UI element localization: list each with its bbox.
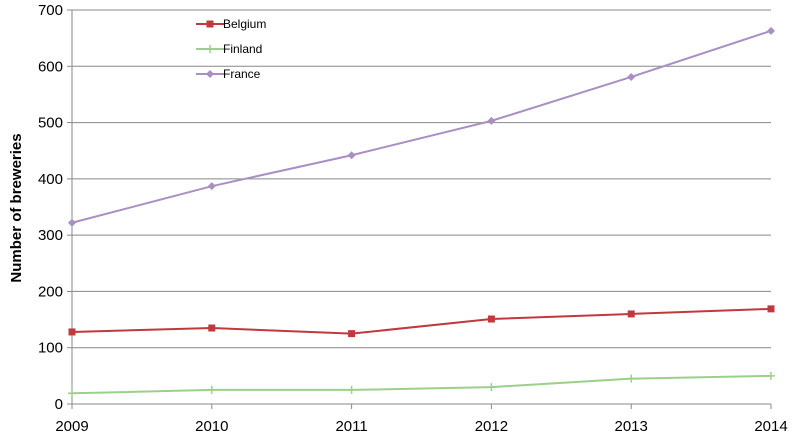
data-point-belgium — [767, 305, 775, 313]
series-group — [68, 26, 775, 398]
y-tick-label: 100 — [38, 340, 63, 357]
axes — [67, 9, 772, 409]
legend-marker-finland — [206, 45, 214, 53]
tick-labels: 0 100 200 300 400 500 600 700 2009 2010 2011 2012 20… — [38, 2, 788, 435]
data-point-belgium — [487, 315, 495, 323]
y-tick-label: 500 — [38, 115, 63, 132]
legend-item-france: France — [196, 67, 261, 81]
x-tick-label: 2012 — [475, 418, 508, 435]
legend-label-belgium: Belgium — [223, 17, 266, 31]
series-line-belgium — [71, 307, 772, 335]
legend: Belgium Finland France — [196, 17, 266, 81]
legend-marker-france — [206, 70, 214, 78]
data-point-france — [767, 26, 775, 35]
x-tick-label: 2009 — [55, 418, 88, 435]
series-france — [68, 26, 775, 227]
data-point-finland — [767, 371, 775, 380]
legend-item-belgium: Belgium — [196, 17, 266, 31]
data-point-france — [487, 116, 496, 125]
y-tick-label: 600 — [38, 58, 63, 75]
data-point-finland — [487, 383, 496, 392]
x-tick-label: 2011 — [335, 418, 367, 435]
y-tick-label: 0 — [55, 396, 63, 413]
x-tick-label: 2014 — [754, 418, 787, 435]
data-point-belgium — [627, 310, 635, 318]
data-point-france — [207, 182, 216, 191]
x-tick-label: 2013 — [615, 418, 648, 435]
series-belgium — [68, 305, 775, 338]
series-line-france — [71, 29, 772, 224]
data-point-belgium — [68, 328, 76, 336]
y-axis-title: Number of breweries — [8, 133, 25, 282]
series-line-finland — [71, 374, 772, 395]
data-point-finland — [207, 385, 216, 394]
data-point-finland — [347, 385, 356, 394]
data-point-belgium — [208, 324, 216, 332]
y-tick-label: 300 — [38, 227, 63, 244]
data-point-france — [627, 72, 636, 81]
gridlines — [72, 9, 771, 349]
data-point-france — [347, 151, 356, 160]
y-tick-label: 400 — [38, 171, 63, 188]
legend-label-finland: Finland — [223, 42, 262, 56]
legend-marker-belgium — [206, 20, 214, 28]
data-point-france — [68, 218, 76, 227]
y-tick-label: 700 — [38, 2, 63, 19]
y-tick-label: 200 — [38, 283, 63, 300]
series-finland — [68, 371, 775, 398]
data-point-belgium — [348, 330, 356, 338]
data-point-finland — [627, 374, 636, 383]
legend-item-finland: Finland — [196, 42, 262, 56]
x-tick-label: 2010 — [195, 418, 228, 435]
legend-label-france: France — [223, 67, 261, 81]
data-point-finland — [68, 389, 76, 398]
